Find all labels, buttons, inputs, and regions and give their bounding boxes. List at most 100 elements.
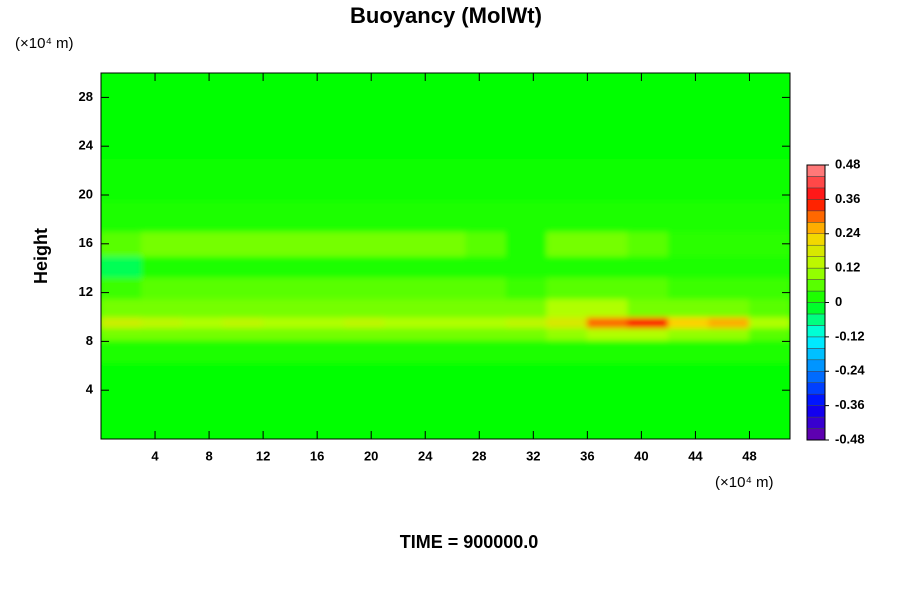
colorbar-segment bbox=[806, 256, 826, 269]
heatmap-cell bbox=[627, 231, 669, 257]
heatmap-cell bbox=[262, 157, 305, 202]
x-tick-label: 40 bbox=[634, 448, 648, 463]
colorbar-tick-label: 0 bbox=[835, 294, 842, 309]
heatmap-cell bbox=[141, 327, 183, 341]
heatmap-cell bbox=[465, 157, 507, 202]
heatmap-cell bbox=[181, 276, 224, 300]
heatmap-cell bbox=[505, 112, 548, 159]
x-tick-label: 36 bbox=[580, 448, 594, 463]
heatmap-cell bbox=[222, 316, 264, 329]
heatmap-cell bbox=[465, 200, 507, 233]
heatmap-cell bbox=[181, 395, 224, 439]
heatmap-cell bbox=[748, 200, 790, 233]
heatmap-cell bbox=[667, 362, 710, 397]
heatmap-cell bbox=[586, 73, 629, 114]
colorbar-segment bbox=[806, 244, 826, 257]
colorbar-segment bbox=[806, 210, 826, 223]
heatmap-cell bbox=[546, 339, 588, 364]
heatmap-cell bbox=[384, 395, 426, 439]
heatmap-cell bbox=[546, 157, 588, 202]
heatmap-cell bbox=[384, 339, 426, 364]
colorbar-tick-label: -0.24 bbox=[835, 363, 865, 378]
colorbar-segment bbox=[806, 176, 826, 189]
heatmap-cell bbox=[222, 362, 264, 397]
heatmap-cell bbox=[546, 231, 588, 257]
heatmap-cell bbox=[546, 255, 588, 278]
heatmap-cell bbox=[262, 73, 305, 114]
colorbar-segment bbox=[806, 290, 826, 303]
heatmap-cell bbox=[303, 298, 345, 318]
heatmap-cell bbox=[667, 200, 710, 233]
heatmap-cell bbox=[101, 112, 143, 159]
heatmap-cell bbox=[262, 316, 305, 329]
heatmap-cell bbox=[667, 73, 710, 114]
heatmap-cell bbox=[465, 327, 507, 341]
heatmap-cell bbox=[343, 362, 386, 397]
heatmap-cell bbox=[101, 200, 143, 233]
heatmap-cell bbox=[748, 327, 790, 341]
heatmap-cell bbox=[627, 255, 669, 278]
heatmap-cell bbox=[262, 200, 305, 233]
heatmap-cell bbox=[384, 112, 426, 159]
colorbar-tick-label: -0.48 bbox=[835, 431, 865, 446]
heatmap-cell bbox=[586, 298, 629, 318]
heatmap-cell bbox=[181, 339, 224, 364]
heatmap-cell bbox=[708, 157, 750, 202]
heatmap-cell bbox=[262, 327, 305, 341]
x-tick-label: 24 bbox=[418, 448, 433, 463]
heatmap-cell bbox=[222, 327, 264, 341]
heatmap-cell bbox=[303, 316, 345, 329]
heatmap-cell bbox=[586, 362, 629, 397]
colorbar-segment bbox=[806, 187, 826, 200]
heatmap-cell bbox=[303, 73, 345, 114]
y-tick-label: 24 bbox=[79, 138, 94, 153]
colorbar-tick-label: 0.36 bbox=[835, 191, 860, 206]
heatmap-cell bbox=[546, 112, 588, 159]
heatmap-cell bbox=[586, 157, 629, 202]
y-tick-label: 8 bbox=[86, 333, 93, 348]
heatmap-cell bbox=[343, 339, 386, 364]
heatmap-cell bbox=[222, 157, 264, 202]
heatmap-cell bbox=[505, 157, 548, 202]
heatmap-cell bbox=[465, 395, 507, 439]
colorbar-tick-label: -0.36 bbox=[835, 397, 865, 412]
heatmap-cell bbox=[141, 395, 183, 439]
heatmap-cell bbox=[586, 395, 629, 439]
colorbar-tick-label: 0.12 bbox=[835, 260, 860, 275]
heatmap-cell bbox=[141, 231, 183, 257]
heatmap-cell bbox=[627, 276, 669, 300]
heatmap-cell bbox=[708, 276, 750, 300]
colorbar-segment bbox=[806, 164, 826, 177]
heatmap-cell bbox=[667, 255, 710, 278]
heatmap-cell bbox=[303, 157, 345, 202]
heatmap-cell bbox=[262, 298, 305, 318]
heatmap-cell bbox=[424, 157, 467, 202]
heatmap-cell bbox=[505, 276, 548, 300]
x-tick-label: 4 bbox=[151, 448, 159, 463]
heatmap-cell bbox=[222, 255, 264, 278]
heatmap-cell bbox=[424, 276, 467, 300]
colorbar-segment bbox=[806, 336, 826, 349]
heatmap-cell bbox=[465, 276, 507, 300]
heatmap-cell bbox=[708, 231, 750, 257]
heatmap-cell bbox=[505, 73, 548, 114]
colorbar-segment bbox=[806, 405, 826, 418]
heatmap-cell bbox=[627, 339, 669, 364]
heatmap-cell bbox=[465, 255, 507, 278]
heatmap-cell bbox=[343, 298, 386, 318]
heatmap-cell bbox=[708, 395, 750, 439]
heatmap-cell bbox=[424, 327, 467, 341]
heatmap-cell bbox=[384, 362, 426, 397]
heatmap-cell bbox=[181, 200, 224, 233]
heatmap-cell bbox=[222, 298, 264, 318]
colorbar-segment bbox=[806, 222, 826, 235]
heatmap-cell bbox=[181, 231, 224, 257]
heatmap-cell bbox=[465, 73, 507, 114]
heatmap-cell bbox=[141, 200, 183, 233]
x-tick-label: 48 bbox=[742, 448, 756, 463]
colorbar-segment bbox=[806, 348, 826, 361]
heatmap-cell bbox=[505, 316, 548, 329]
heatmap-cell bbox=[546, 327, 588, 341]
heatmap-cell bbox=[748, 339, 790, 364]
y-axis-label: Height bbox=[31, 228, 51, 284]
